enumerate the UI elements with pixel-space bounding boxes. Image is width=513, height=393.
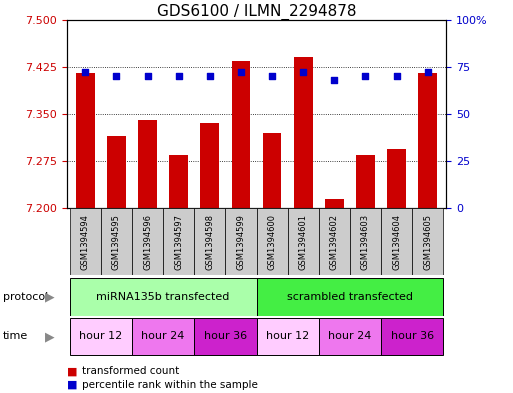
Text: ▶: ▶ — [45, 290, 54, 303]
Bar — [256, 208, 288, 275]
Text: hour 24: hour 24 — [328, 331, 371, 342]
Bar — [163, 208, 194, 275]
Text: GSM1394600: GSM1394600 — [268, 214, 277, 270]
Bar — [225, 208, 256, 275]
Bar — [101, 208, 132, 275]
Bar — [381, 208, 412, 275]
Bar — [288, 208, 319, 275]
Bar — [381, 318, 443, 355]
Point — [424, 69, 432, 75]
Bar — [263, 133, 282, 208]
Bar — [194, 318, 256, 355]
Text: hour 12: hour 12 — [80, 331, 123, 342]
Bar — [325, 199, 344, 208]
Text: ▶: ▶ — [45, 330, 54, 343]
Point — [361, 73, 369, 79]
Bar — [76, 73, 95, 208]
Text: miRNA135b transfected: miRNA135b transfected — [96, 292, 230, 302]
Bar — [132, 208, 163, 275]
Text: hour 36: hour 36 — [390, 331, 433, 342]
Text: hour 24: hour 24 — [142, 331, 185, 342]
Text: GSM1394595: GSM1394595 — [112, 214, 121, 270]
Text: hour 36: hour 36 — [204, 331, 247, 342]
Bar — [418, 73, 437, 208]
Text: GSM1394594: GSM1394594 — [81, 214, 90, 270]
Bar — [132, 318, 194, 355]
Point — [206, 73, 214, 79]
Text: ■: ■ — [67, 366, 77, 376]
Bar — [256, 278, 443, 316]
Bar — [294, 57, 312, 208]
Point — [299, 69, 307, 75]
Text: scrambled transfected: scrambled transfected — [287, 292, 413, 302]
Bar — [70, 278, 256, 316]
Bar — [387, 149, 406, 208]
Text: protocol: protocol — [3, 292, 48, 302]
Bar — [70, 208, 101, 275]
Text: GSM1394597: GSM1394597 — [174, 214, 183, 270]
Text: GSM1394598: GSM1394598 — [205, 214, 214, 270]
Bar — [319, 318, 381, 355]
Title: GDS6100 / ILMN_2294878: GDS6100 / ILMN_2294878 — [157, 4, 356, 20]
Point — [330, 77, 339, 83]
Bar — [356, 155, 374, 208]
Bar — [194, 208, 225, 275]
Bar — [70, 318, 132, 355]
Text: transformed count: transformed count — [82, 366, 180, 376]
Text: GSM1394605: GSM1394605 — [423, 214, 432, 270]
Point — [81, 69, 89, 75]
Text: GSM1394599: GSM1394599 — [236, 214, 245, 270]
Text: time: time — [3, 331, 28, 342]
Bar — [350, 208, 381, 275]
Text: GSM1394603: GSM1394603 — [361, 214, 370, 270]
Point — [144, 73, 152, 79]
Bar — [139, 120, 157, 208]
Text: percentile rank within the sample: percentile rank within the sample — [82, 380, 258, 390]
Text: GSM1394602: GSM1394602 — [330, 214, 339, 270]
Text: GSM1394601: GSM1394601 — [299, 214, 308, 270]
Bar — [107, 136, 126, 208]
Bar — [231, 61, 250, 208]
Point — [268, 73, 276, 79]
Bar — [412, 208, 443, 275]
Bar — [169, 155, 188, 208]
Point — [237, 69, 245, 75]
Bar — [256, 318, 319, 355]
Point — [112, 73, 121, 79]
Point — [392, 73, 401, 79]
Text: hour 12: hour 12 — [266, 331, 309, 342]
Text: GSM1394604: GSM1394604 — [392, 214, 401, 270]
Point — [174, 73, 183, 79]
Bar — [201, 123, 219, 208]
Bar — [319, 208, 350, 275]
Text: ■: ■ — [67, 380, 77, 390]
Text: GSM1394596: GSM1394596 — [143, 214, 152, 270]
